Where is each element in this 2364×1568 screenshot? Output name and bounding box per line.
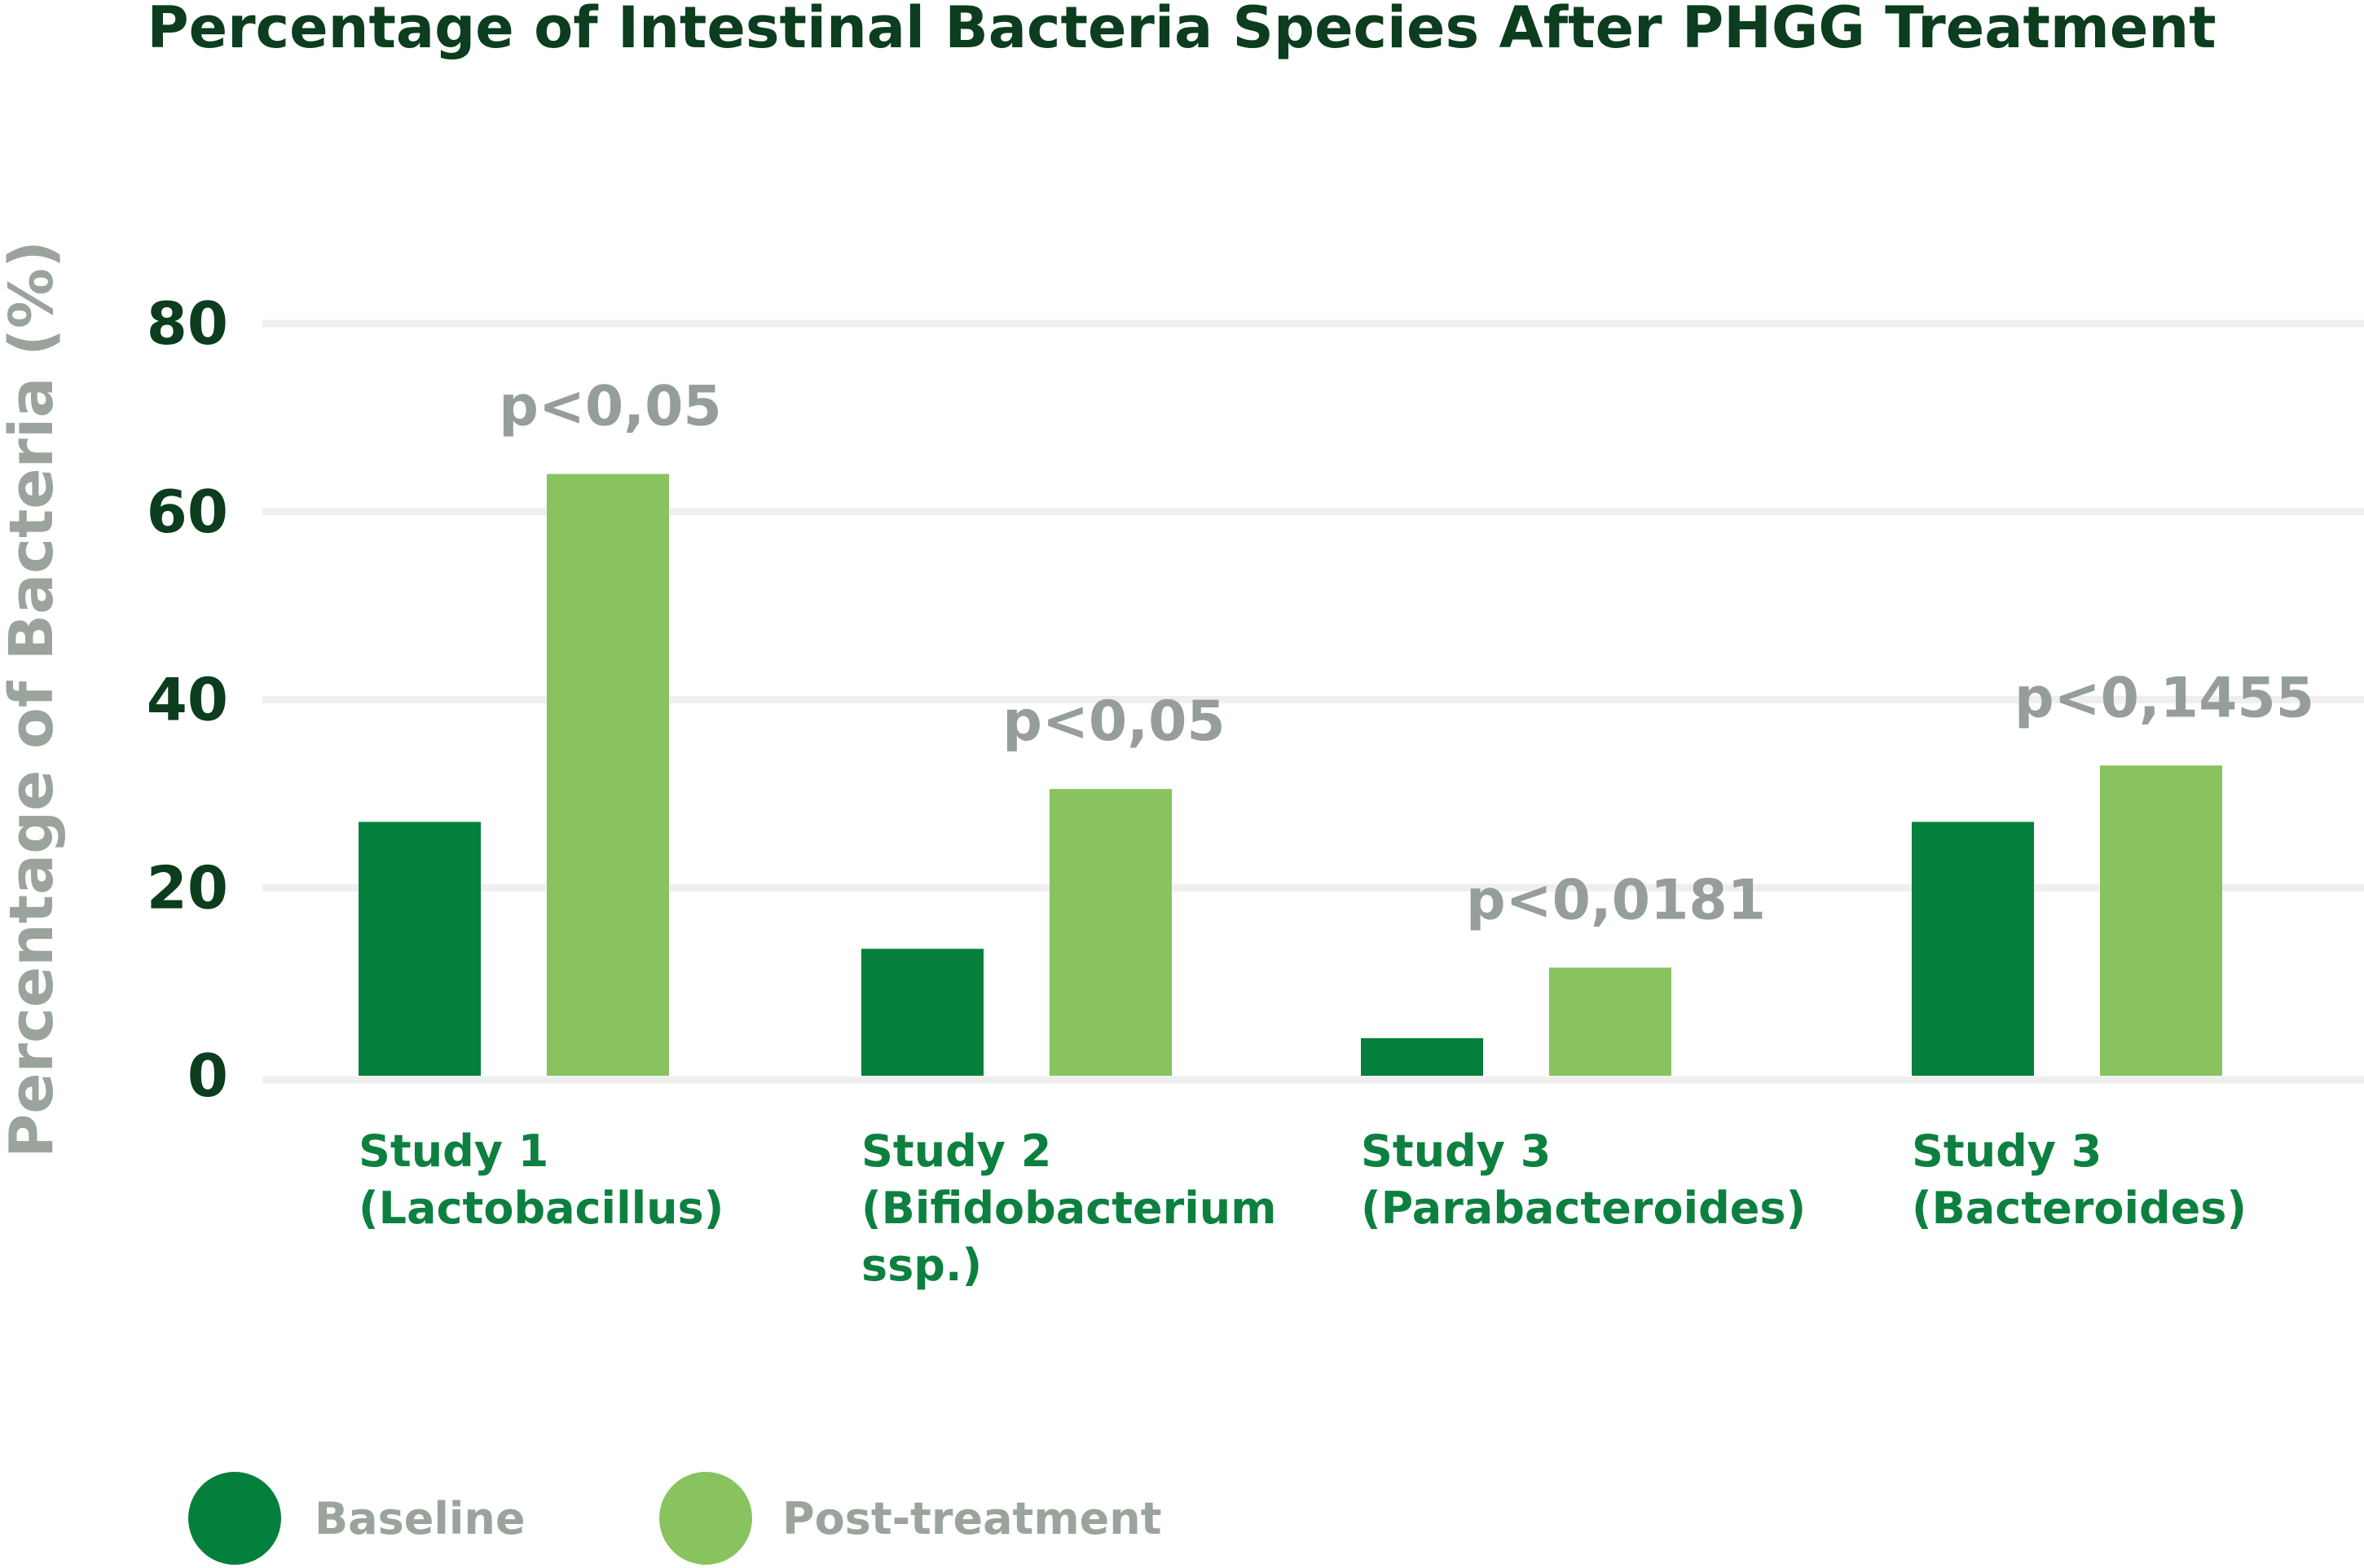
category-label: (Parabacteroides) — [1361, 1183, 1806, 1234]
legend-post-treatment-label: Post-treatment — [782, 1493, 1162, 1544]
baseline-bar-3 — [1361, 1037, 1483, 1076]
category-label: ssp.) — [861, 1240, 982, 1291]
post-treatment-bar-1 — [547, 473, 669, 1076]
category-label: Study 3 — [1361, 1125, 1551, 1177]
p-value-annotation: p<0,05 — [499, 375, 721, 439]
post-treatment-bar-3 — [1549, 967, 1671, 1076]
baseline-bar-1 — [359, 821, 481, 1076]
y-tick-label: 60 — [147, 478, 228, 546]
p-value-annotation: p<0,05 — [1002, 689, 1225, 754]
legend-baseline-label: Baseline — [315, 1493, 525, 1544]
baseline-bar-4 — [1912, 821, 2034, 1076]
category-label: Study 1 — [359, 1125, 548, 1177]
y-tick-label: 0 — [187, 1042, 228, 1110]
category-label: (Lactobacillus) — [359, 1183, 724, 1234]
y-tick-label: 40 — [147, 666, 228, 734]
category-label: (Bifidobacterium — [861, 1183, 1277, 1234]
y-tick-label: 20 — [147, 853, 228, 922]
category-label: Study 3 — [1912, 1125, 2102, 1177]
p-value-annotation: p<0,1455 — [2014, 666, 2314, 730]
p-value-annotation: p<0,0181 — [1466, 868, 1766, 932]
category-label: (Bacteroides) — [1912, 1183, 2247, 1234]
baseline-bar-2 — [861, 949, 984, 1076]
chart-title: Percentage of Intestinal Bacteria Specie… — [147, 0, 2216, 61]
legend-baseline-swatch — [188, 1472, 281, 1565]
legend-post-treatment-swatch — [659, 1472, 752, 1565]
post-treatment-bar-4 — [2100, 765, 2222, 1076]
bars — [359, 473, 2222, 1076]
y-axis-label: Percentage of Bacteria (%) — [0, 240, 67, 1158]
category-label: Study 2 — [861, 1125, 1051, 1177]
y-tick-label: 80 — [147, 289, 228, 358]
post-treatment-bar-2 — [1050, 789, 1172, 1076]
labels: Percentage of Intestinal Bacteria Specie… — [0, 0, 2314, 1565]
